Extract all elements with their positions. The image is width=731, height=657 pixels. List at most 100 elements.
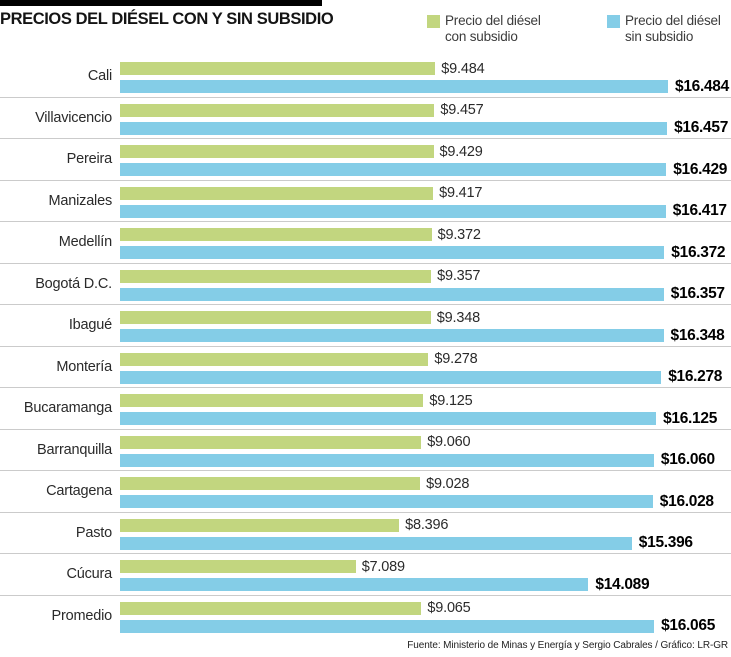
value-label-con: $9.125 bbox=[429, 392, 473, 409]
value-label-sin: $16.125 bbox=[663, 409, 718, 427]
bar-sin-subsidio bbox=[120, 453, 654, 467]
bar-con-subsidio bbox=[120, 477, 421, 490]
bar-con-subsidio bbox=[120, 103, 435, 117]
value-label-sin: $16.484 bbox=[675, 77, 729, 95]
category-label: Cali bbox=[87, 68, 112, 85]
value-label-con: $9.060 bbox=[427, 434, 471, 450]
bar-line-sin: $16.372 bbox=[120, 244, 731, 261]
chart-row: Cali $9.484 $16.484 bbox=[0, 56, 731, 98]
legend-item-sin-subsidio: Precio del diésel sin subsidio bbox=[607, 13, 721, 44]
bar-line-con: $7.089 bbox=[120, 558, 731, 575]
bar-line-sin: $16.278 bbox=[120, 368, 731, 385]
row-bars: $9.028 $16.028 bbox=[120, 471, 731, 512]
bar-sin-subsidio bbox=[120, 329, 664, 342]
chart-row: Manizales $9.417 $16.417 bbox=[0, 181, 731, 222]
bar-line-sin: $15.396 bbox=[120, 534, 731, 551]
value-label-sin: $16.429 bbox=[673, 160, 728, 178]
value-label-sin: $15.396 bbox=[638, 534, 693, 551]
legend-swatch-con bbox=[427, 15, 440, 28]
value-label-con: $9.357 bbox=[437, 268, 481, 284]
legend-label-con: Precio del diésel con subsidio bbox=[445, 13, 541, 44]
bar-con-subsidio bbox=[120, 352, 429, 366]
chart-row: Cúcura $7.089 $14.089 bbox=[0, 554, 731, 596]
value-label-con: $9.429 bbox=[439, 143, 483, 160]
row-bars: $9.060 $16.060 bbox=[120, 430, 731, 471]
bar-con-subsidio bbox=[120, 518, 400, 532]
legend-swatch-sin bbox=[607, 15, 620, 28]
value-label-con: $9.372 bbox=[437, 226, 481, 243]
row-bars: $9.372 $16.372 bbox=[120, 222, 731, 263]
value-label-con: $9.484 bbox=[441, 60, 485, 77]
value-label-con: $7.089 bbox=[361, 558, 405, 575]
value-label-sin: $16.060 bbox=[660, 451, 715, 468]
row-bars: $9.457 $16.457 bbox=[120, 98, 731, 139]
chart-row: Pereira $9.429 $16.429 bbox=[0, 139, 731, 181]
row-bars: $7.089 $14.089 bbox=[120, 554, 731, 595]
value-label-sin: $16.278 bbox=[668, 368, 723, 385]
category-label: Barranquilla bbox=[37, 441, 112, 458]
bar-con-subsidio bbox=[120, 560, 356, 573]
row-bars: $9.065 $16.065 bbox=[120, 596, 731, 638]
legend-label-sin-line2: sin subsidio bbox=[625, 28, 694, 44]
bar-line-sin: $16.348 bbox=[120, 327, 731, 344]
bar-line-con: $9.125 bbox=[120, 392, 731, 409]
bar-sin-subsidio bbox=[120, 121, 668, 135]
category-label: Bucaramanga bbox=[23, 400, 112, 417]
bar-con-subsidio bbox=[120, 62, 436, 75]
value-label-con: $9.028 bbox=[426, 475, 470, 492]
value-label-con: $9.417 bbox=[439, 185, 483, 201]
bar-line-con: $9.065 bbox=[120, 600, 731, 616]
source-credit: Fuente: Ministerio de Minas y Energía y … bbox=[407, 640, 728, 651]
legend-label-sin-line1: Precio del diésel bbox=[625, 13, 721, 28]
bar-line-sin: $16.065 bbox=[120, 617, 731, 634]
bar-sin-subsidio bbox=[120, 370, 662, 384]
bar-con-subsidio bbox=[120, 601, 422, 615]
value-label-sin: $14.089 bbox=[595, 575, 650, 593]
bar-line-con: $8.396 bbox=[120, 517, 731, 533]
bar-sin-subsidio bbox=[120, 287, 664, 301]
bar-line-con: $9.060 bbox=[120, 434, 731, 450]
row-bars: $9.429 $16.429 bbox=[120, 139, 731, 180]
bar-line-con: $9.372 bbox=[120, 226, 731, 243]
bar-line-con: $9.278 bbox=[120, 351, 731, 367]
value-label-con: $8.396 bbox=[405, 517, 449, 533]
bar-line-sin: $16.357 bbox=[120, 285, 731, 302]
legend-label-con-line1: Precio del diésel bbox=[445, 13, 541, 28]
bar-line-con: $9.417 bbox=[120, 185, 731, 201]
bar-line-sin: $16.484 bbox=[120, 77, 731, 95]
bar-line-sin: $16.125 bbox=[120, 409, 731, 427]
bar-con-subsidio bbox=[120, 186, 434, 200]
row-bars: $9.125 $16.125 bbox=[120, 388, 731, 429]
value-label-sin: $16.065 bbox=[661, 617, 716, 634]
value-label-sin: $16.357 bbox=[670, 285, 725, 302]
bar-line-sin: $16.429 bbox=[120, 160, 731, 178]
bar-sin-subsidio bbox=[120, 495, 653, 508]
category-label: Pasto bbox=[75, 524, 112, 541]
bar-line-sin: $16.060 bbox=[120, 451, 731, 468]
chart-rows: Cali $9.484 $16.484 Villavicencio $9.457… bbox=[0, 56, 731, 637]
bar-sin-subsidio bbox=[120, 412, 657, 425]
category-label: Cúcura bbox=[66, 566, 112, 583]
legend-label-con-line2: con subsidio bbox=[445, 28, 518, 44]
row-bars: $9.417 $16.417 bbox=[120, 181, 731, 222]
chart-title: PRECIOS DEL DIÉSEL CON Y SIN SUBSIDIO bbox=[0, 10, 334, 28]
chart-row: Ibagué $9.348 $16.348 bbox=[0, 305, 731, 347]
chart-row: Bogotá D.C. $9.357 $16.357 bbox=[0, 264, 731, 305]
bar-sin-subsidio bbox=[120, 163, 667, 176]
bar-con-subsidio bbox=[120, 228, 432, 241]
chart-row: Bucaramanga $9.125 $16.125 bbox=[0, 388, 731, 430]
bar-line-con: $9.348 bbox=[120, 310, 731, 326]
bar-line-sin: $16.028 bbox=[120, 492, 731, 510]
bar-con-subsidio bbox=[120, 269, 432, 283]
category-label: Ibagué bbox=[68, 317, 112, 334]
bar-sin-subsidio bbox=[120, 204, 666, 218]
bar-sin-subsidio bbox=[120, 80, 668, 93]
chart-row: Promedio $9.065 $16.065 bbox=[0, 596, 731, 638]
title-accent-bar bbox=[0, 0, 322, 6]
category-label: Medellín bbox=[58, 234, 112, 251]
value-label-sin: $16.417 bbox=[672, 202, 727, 219]
bar-con-subsidio bbox=[120, 145, 434, 158]
legend-item-con-subsidio: Precio del diésel con subsidio bbox=[427, 13, 541, 44]
value-label-sin: $16.028 bbox=[659, 492, 714, 510]
